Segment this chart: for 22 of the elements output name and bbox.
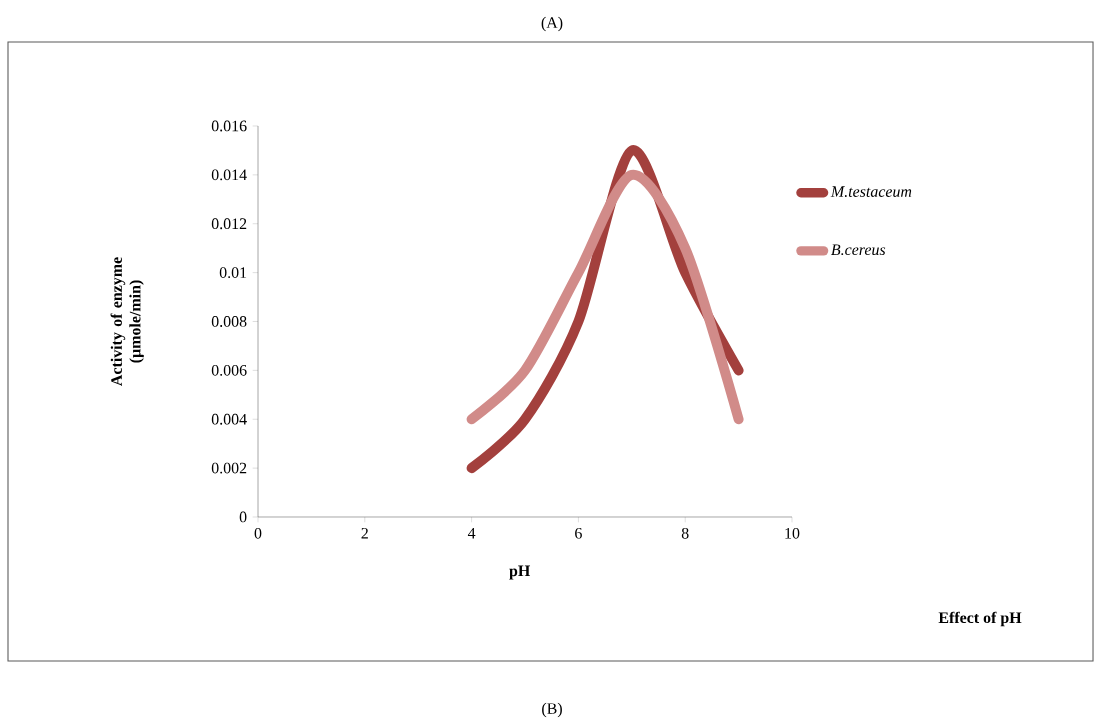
- legend-label: M.testaceum: [830, 186, 912, 197]
- y-tick-label: 0.002: [211, 462, 247, 474]
- x-tick-label: 2: [361, 527, 368, 539]
- text: Effect of pH: [938, 611, 1022, 627]
- x-tick-label: 10: [785, 527, 800, 539]
- y-tick-label: 0.012: [211, 218, 247, 230]
- y-tick-label: 0.014: [211, 169, 247, 181]
- x-axis-title: pH: [509, 565, 531, 580]
- chart-title: (A): [541, 16, 563, 32]
- x-tick-label: 8: [681, 527, 689, 539]
- y-tick-label: 0: [239, 511, 247, 523]
- y-axis-title: Activity of enzyme (µmole/min): [110, 257, 144, 386]
- text: (B): [542, 702, 562, 718]
- y-tick-label: 0.008: [211, 316, 247, 327]
- x-tick-label: 6: [575, 527, 582, 539]
- x-tick-label: 0: [254, 527, 262, 539]
- y-tick-label: 0.01: [219, 267, 247, 279]
- y-tick-label: 0.004: [211, 413, 247, 425]
- legend-label: B.cereus: [831, 244, 886, 256]
- y-tick-label: 0.016: [211, 120, 247, 132]
- x-tick-label: 4: [467, 527, 476, 539]
- y-tick-label: 0.006: [211, 364, 247, 376]
